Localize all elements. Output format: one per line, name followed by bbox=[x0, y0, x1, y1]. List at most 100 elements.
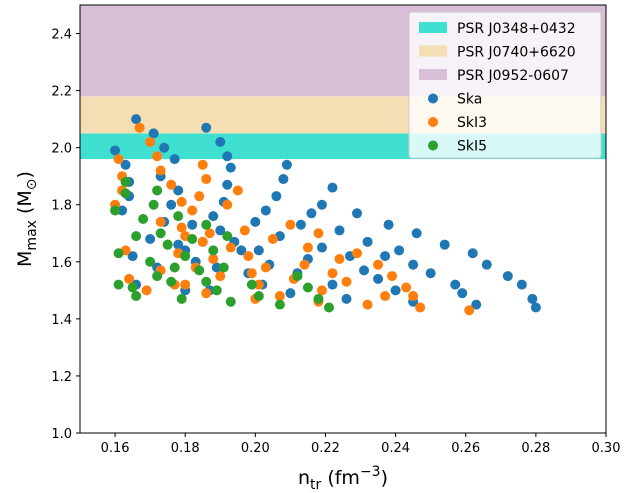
legend-marker-4 bbox=[428, 117, 438, 127]
x-axis-label: ntr (fm−3) bbox=[298, 464, 388, 493]
point-ski5-22 bbox=[201, 219, 212, 230]
point-ski3-35 bbox=[243, 251, 254, 262]
y-tick-label-4: 1.8 bbox=[51, 199, 72, 214]
point-ski3-33 bbox=[232, 185, 243, 196]
point-ska-1 bbox=[117, 205, 128, 216]
point-ski3-5 bbox=[124, 273, 135, 284]
point-ska-75 bbox=[502, 271, 513, 282]
point-ska-9 bbox=[148, 128, 159, 139]
point-ski5-3 bbox=[120, 176, 131, 187]
point-ski5-27 bbox=[222, 231, 233, 242]
point-ski3-56 bbox=[387, 271, 398, 282]
point-ski5-32 bbox=[292, 271, 303, 282]
legend-label-1: PSR J0740+6620 bbox=[457, 45, 576, 61]
point-ska-55 bbox=[341, 293, 352, 304]
point-ska-60 bbox=[373, 273, 384, 284]
point-ski5-28 bbox=[225, 296, 236, 307]
point-ska-2 bbox=[120, 159, 131, 170]
point-ska-36 bbox=[250, 216, 261, 227]
legend-label-3: Ska bbox=[457, 92, 482, 108]
point-ski3-17 bbox=[176, 196, 187, 207]
point-ska-28 bbox=[215, 225, 226, 236]
point-ska-76 bbox=[516, 279, 527, 290]
point-ska-49 bbox=[306, 208, 317, 219]
point-ski3-27 bbox=[201, 288, 212, 299]
point-ska-43 bbox=[278, 174, 289, 185]
point-ska-50 bbox=[316, 242, 327, 253]
point-ski3-29 bbox=[208, 253, 219, 264]
point-ski5-6 bbox=[131, 231, 142, 242]
point-ska-15 bbox=[169, 154, 180, 165]
y-tick-label-2: 1.4 bbox=[51, 313, 72, 328]
x-tick-label-3: 0.22 bbox=[311, 441, 340, 456]
point-ska-59 bbox=[362, 236, 373, 247]
point-ska-58 bbox=[359, 265, 370, 276]
y-tick-label-6: 2.2 bbox=[51, 85, 72, 100]
point-ski3-42 bbox=[285, 219, 296, 230]
point-ska-61 bbox=[380, 251, 391, 262]
legend: PSR J0348+0432 PSR J0740+6620 PSR J0952-06… bbox=[408, 11, 602, 159]
point-ska-31 bbox=[222, 179, 233, 190]
point-ski5-13 bbox=[155, 228, 166, 239]
y-tick-label-5: 2.0 bbox=[51, 142, 72, 157]
point-ska-77 bbox=[527, 293, 538, 304]
point-ski5-10 bbox=[148, 199, 159, 210]
point-ska-53 bbox=[327, 182, 338, 193]
legend-swatch-0 bbox=[419, 22, 447, 33]
point-ski5-8 bbox=[138, 214, 149, 224]
y-tick-label-0: 1.0 bbox=[51, 427, 72, 442]
point-ska-68 bbox=[425, 268, 436, 279]
point-ski3-52 bbox=[352, 248, 363, 259]
legend-swatch-2 bbox=[419, 69, 447, 80]
point-ski3-14 bbox=[166, 179, 177, 190]
point-ska-8 bbox=[145, 233, 156, 244]
x-tick-label-0: 0.16 bbox=[101, 441, 130, 456]
point-ski3-57 bbox=[401, 282, 412, 293]
point-ski5-12 bbox=[152, 185, 163, 196]
point-ski3-49 bbox=[327, 268, 338, 279]
point-ska-25 bbox=[208, 211, 219, 222]
point-ski3-31 bbox=[222, 199, 233, 210]
point-ski3-18 bbox=[176, 222, 187, 233]
legend-label-2: PSR J0952-0607 bbox=[457, 68, 569, 84]
point-ski3-45 bbox=[302, 242, 313, 253]
point-ski3-23 bbox=[194, 191, 205, 202]
point-ska-17 bbox=[173, 239, 184, 250]
point-ska-66 bbox=[408, 259, 419, 270]
legend-label-4: SkI3 bbox=[457, 115, 487, 131]
point-ski5-16 bbox=[169, 262, 180, 273]
x-tick-label-7: 0.30 bbox=[592, 441, 621, 456]
point-ska-45 bbox=[285, 288, 296, 299]
legend-box bbox=[408, 11, 602, 159]
point-ska-16 bbox=[173, 185, 184, 196]
point-ska-54 bbox=[334, 225, 345, 236]
point-ska-41 bbox=[271, 191, 282, 202]
point-ski5-34 bbox=[313, 293, 324, 304]
point-ski3-50 bbox=[334, 253, 345, 264]
point-ski5-21 bbox=[194, 265, 205, 276]
point-ski3-21 bbox=[187, 205, 198, 216]
point-ski5-2 bbox=[113, 279, 124, 290]
point-ska-63 bbox=[390, 285, 401, 296]
point-ski3-26 bbox=[201, 174, 212, 185]
legend-label-5: SkI5 bbox=[457, 139, 487, 155]
point-ski5-11 bbox=[152, 271, 163, 282]
plot-frame bbox=[79, 4, 607, 434]
point-ska-64 bbox=[394, 245, 405, 256]
point-ski3-11 bbox=[155, 165, 166, 176]
point-ski3-39 bbox=[260, 262, 271, 273]
point-ski5-33 bbox=[302, 282, 313, 293]
point-ski3-34 bbox=[239, 225, 250, 236]
point-ska-23 bbox=[201, 122, 212, 133]
point-ska-51 bbox=[316, 199, 327, 210]
x-tick-label-6: 0.28 bbox=[521, 441, 550, 456]
point-ski3-48 bbox=[316, 285, 327, 296]
x-tick-label-1: 0.18 bbox=[171, 441, 200, 456]
point-ski3-40 bbox=[267, 233, 278, 244]
x-tick-label-2: 0.20 bbox=[241, 441, 270, 456]
point-ska-14 bbox=[166, 199, 177, 210]
point-ski5-25 bbox=[211, 285, 222, 296]
point-ski3-51 bbox=[341, 276, 352, 287]
point-ski3-53 bbox=[362, 299, 373, 310]
point-ski3-20 bbox=[180, 279, 191, 290]
